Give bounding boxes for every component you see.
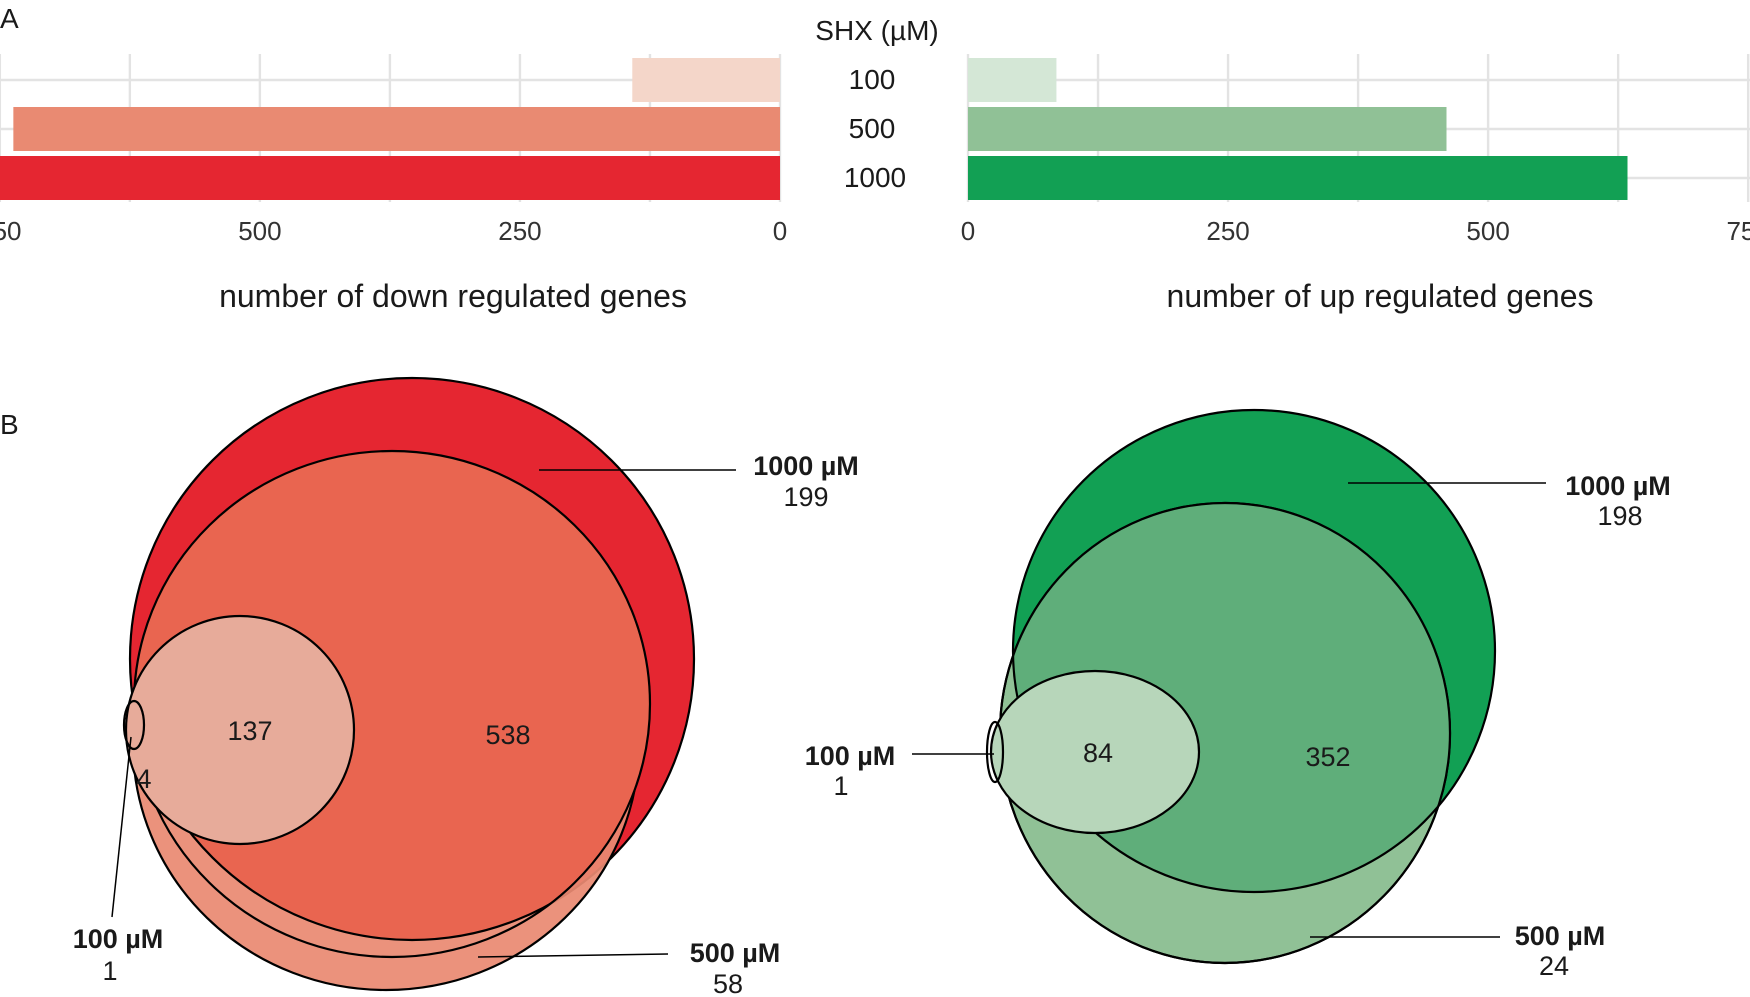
venn-up-count-500: 24 — [1539, 951, 1569, 981]
up-chart-x-ticks: 0 250 500 750 — [961, 216, 1750, 246]
down-x-axis-title: number of down regulated genes — [219, 278, 687, 314]
venn-down-name-100: 100 µM — [73, 924, 164, 954]
venn-down-set-100-sliver — [122, 699, 146, 751]
down-tick-0: 0 — [773, 216, 787, 246]
venn-down-count-500: 58 — [713, 969, 743, 997]
venn-down: 137 538 4 1000 µM 199 500 µM 58 100 µM 1 — [73, 376, 859, 997]
down-tick-500: 500 — [238, 216, 281, 246]
up-tick-750: 750 — [1726, 216, 1750, 246]
category-label-1000: 1000 — [844, 162, 906, 193]
venn-down-set-100 — [124, 614, 356, 846]
down-chart-bars — [0, 58, 780, 200]
panel-label-a: A — [0, 3, 19, 34]
venn-up-set-100 — [989, 669, 1201, 835]
up-tick-250: 250 — [1206, 216, 1249, 246]
venn-down-label-100-500: 4 — [136, 764, 151, 794]
down-bar-500 — [13, 107, 780, 151]
down-chart-x-ticks: 0 250 500 750 — [0, 216, 787, 246]
up-chart-bars — [968, 58, 1628, 200]
venn-down-leader-100 — [111, 736, 132, 918]
venn-up-label-all3: 84 — [1083, 738, 1113, 768]
up-bar-1000 — [968, 156, 1628, 200]
category-label-100: 100 — [849, 64, 896, 95]
venn-up-set-100-sliver — [985, 720, 1005, 784]
venn-up-count-1000: 198 — [1597, 501, 1642, 531]
panel-a-bar-charts: 0 250 500 750 0 250 500 750 SHX (µM) 100 500 1… — [0, 15, 1750, 314]
venn-up: 84 352 1000 µM 198 500 µM 24 100 µM 1 — [805, 408, 1671, 981]
legend-title: SHX (µM) — [815, 15, 938, 46]
up-x-axis-title: number of up regulated genes — [1167, 278, 1594, 314]
venn-up-name-1000: 1000 µM — [1565, 471, 1671, 501]
venn-up-label-500-1000: 352 — [1305, 742, 1350, 772]
panel-label-b: B — [0, 409, 19, 440]
venn-up-name-100: 100 µM — [805, 741, 896, 771]
venn-down-count-100: 1 — [102, 956, 117, 986]
category-label-500: 500 — [849, 113, 896, 144]
venn-up-count-100: 1 — [833, 771, 848, 801]
up-tick-500: 500 — [1466, 216, 1509, 246]
venn-down-count-1000: 199 — [783, 482, 828, 512]
down-tick-250: 250 — [498, 216, 541, 246]
up-bar-500 — [968, 107, 1447, 151]
down-bar-1000 — [0, 156, 780, 200]
down-bar-100 — [632, 58, 780, 102]
venn-up-name-500: 500 µM — [1515, 921, 1606, 951]
venn-down-name-500: 500 µM — [690, 938, 781, 968]
venn-down-leader-500 — [477, 953, 669, 958]
up-bar-100 — [968, 58, 1057, 102]
up-tick-0: 0 — [961, 216, 975, 246]
venn-down-name-1000: 1000 µM — [753, 451, 859, 481]
venn-down-label-500-1000: 538 — [485, 720, 530, 750]
down-tick-750: 750 — [0, 216, 22, 246]
venn-down-label-all3: 137 — [227, 716, 272, 746]
